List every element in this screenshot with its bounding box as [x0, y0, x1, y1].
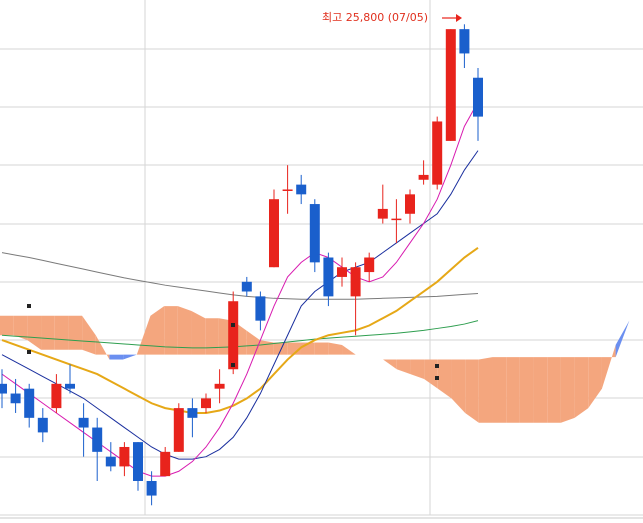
cloud-segment — [27, 315, 42, 350]
cloud-segment — [273, 342, 288, 355]
cloud-segment — [41, 315, 55, 350]
cloud-segment — [492, 357, 507, 423]
candle-body — [160, 451, 171, 477]
cloud-segment — [424, 359, 438, 389]
cloud-segment — [342, 344, 356, 355]
cloud-segment — [410, 359, 425, 379]
ma-line-ma_grey — [1, 252, 479, 300]
marker-dot — [27, 350, 31, 354]
cloud-segment — [13, 315, 28, 341]
cloud-segment — [451, 359, 466, 413]
candle-body — [51, 383, 62, 409]
candle-body — [377, 208, 388, 219]
candle-body — [405, 194, 415, 214]
cloud-segment — [601, 344, 616, 389]
cloud-segment — [259, 340, 274, 355]
candle-body — [391, 218, 402, 221]
cloud-segment — [109, 354, 124, 360]
marker-dot — [231, 323, 235, 327]
high-arrow — [442, 14, 462, 22]
candle-body — [350, 267, 361, 297]
cloud-segment — [588, 357, 602, 409]
cloud-segment — [629, 310, 643, 321]
arrow-head — [456, 14, 462, 22]
candle-body — [323, 257, 334, 297]
cloud-segment — [574, 357, 589, 418]
marker-dots — [27, 304, 439, 380]
candle-body — [173, 408, 184, 452]
candle-body — [309, 204, 320, 263]
ma-line-ma_mid — [1, 150, 479, 460]
candle-body — [296, 184, 307, 195]
cloud-segment — [82, 315, 96, 355]
cloud-segment — [519, 357, 534, 423]
cloud-segment — [314, 342, 329, 355]
cloud-segment — [465, 359, 479, 423]
cloud-segment — [383, 359, 397, 370]
candle-body — [10, 393, 21, 404]
marker-dot — [27, 304, 31, 308]
cloud-segment — [95, 335, 110, 360]
high-annotation: 최고 25,800 (07/05) — [322, 11, 429, 24]
candle-body — [282, 189, 293, 191]
cloud-segment — [123, 354, 137, 360]
cloud-segment — [396, 359, 411, 375]
cloud-segment — [560, 357, 575, 423]
candle-body — [473, 77, 483, 117]
candles — [0, 24, 483, 506]
candle-body — [241, 281, 252, 292]
candle-body — [432, 121, 443, 185]
cloud-segment — [328, 342, 343, 355]
moving-average-lines — [1, 101, 479, 477]
candle-body — [105, 456, 116, 467]
candle-body — [0, 383, 7, 394]
cloud-segment — [205, 318, 219, 355]
cloud-segment — [547, 357, 561, 423]
candle-body — [228, 301, 239, 370]
ma-line-ma_long — [1, 246, 479, 414]
candle-body — [37, 417, 48, 433]
candle-body — [24, 388, 35, 418]
candle-body — [133, 442, 143, 481]
marker-dot — [435, 364, 439, 368]
candle-body — [92, 427, 103, 452]
candle-body — [337, 267, 347, 277]
marker-dot — [435, 376, 439, 380]
cloud-segment — [533, 357, 548, 423]
cloud-segment — [437, 359, 452, 399]
candle-body — [269, 199, 279, 268]
candle-body — [214, 383, 225, 389]
candle-body — [445, 29, 456, 141]
ma-line-ma_green — [1, 320, 479, 349]
cloud-segment — [54, 315, 69, 350]
candle-body — [65, 383, 75, 389]
cloud-segment — [136, 315, 151, 355]
cloud-segment — [68, 315, 83, 350]
cloud-segment — [0, 315, 14, 336]
cloud-segment — [355, 354, 370, 360]
ichimoku-cloud — [0, 306, 643, 423]
candle-body — [78, 417, 89, 428]
cloud-segment — [177, 306, 192, 355]
cloud-segment — [164, 306, 178, 355]
ma-line-ma_short — [1, 101, 479, 477]
marker-dot — [231, 363, 235, 367]
cloud-segment — [191, 310, 206, 355]
candle-body — [418, 174, 429, 180]
cloud-segment — [150, 306, 165, 355]
candle-body — [146, 480, 157, 496]
candle-body — [187, 408, 198, 418]
candle-body — [119, 446, 130, 467]
candle-body — [459, 29, 470, 54]
candle-body — [201, 398, 211, 409]
cloud-segment — [615, 320, 630, 358]
candle-body — [255, 296, 266, 321]
candle-body — [364, 257, 375, 273]
cloud-segment — [478, 357, 493, 423]
cloud-segment — [506, 357, 520, 423]
cloud-segment — [246, 330, 260, 355]
